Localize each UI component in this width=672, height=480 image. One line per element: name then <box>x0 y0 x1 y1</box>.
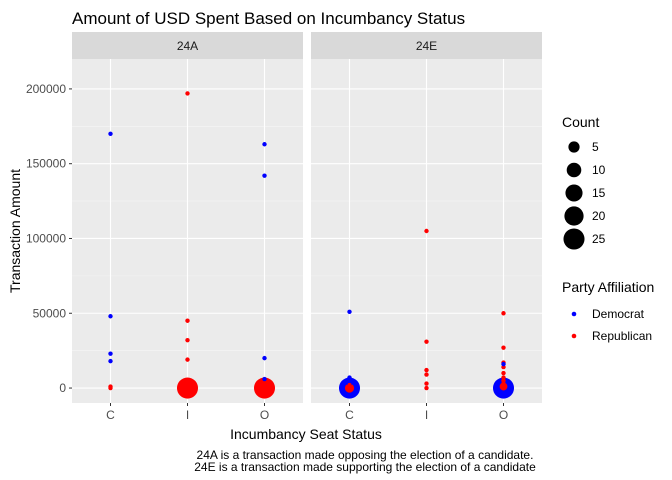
data-point-democrat <box>347 375 352 380</box>
legend-size-key <box>564 206 584 226</box>
facet-strip-label: 24E <box>416 39 437 53</box>
data-point-republican <box>501 311 506 316</box>
data-point-republican <box>185 91 190 96</box>
y-tick-label: 200000 <box>26 82 66 96</box>
data-point-democrat <box>262 173 267 178</box>
data-point-republican <box>176 377 199 399</box>
facet-strip <box>72 32 303 59</box>
legend-size-label: 15 <box>592 186 606 200</box>
data-point-republican <box>108 385 113 391</box>
x-axis-label: Incumbancy Seat Status <box>230 426 382 442</box>
data-point-republican <box>185 318 190 323</box>
legend-size-key <box>568 141 580 153</box>
x-tick-label: C <box>345 408 354 422</box>
y-tick-label: 150000 <box>26 157 66 171</box>
legend-color-key-republican <box>571 333 577 339</box>
x-tick-label: I <box>425 408 428 422</box>
data-point-democrat <box>108 358 113 364</box>
legend-size-label: 20 <box>592 209 606 223</box>
data-point-republican <box>501 345 506 350</box>
y-tick-label: 0 <box>59 381 66 395</box>
data-point-republican <box>424 372 429 377</box>
facet-panels: 24A C I O 24E C I O <box>72 32 542 422</box>
data-point-republican <box>501 370 506 376</box>
legend-size-label: 25 <box>592 232 606 246</box>
facet-panel-24e: 24E C I O <box>311 32 542 422</box>
data-point-republican <box>501 381 506 386</box>
data-point-republican <box>424 339 429 344</box>
legend-size-key <box>563 228 585 250</box>
data-point-republican <box>185 357 190 362</box>
data-point-republican <box>344 383 355 393</box>
data-point-democrat <box>501 361 506 367</box>
legend-size-key <box>566 162 582 178</box>
caption-line-2: 24E is a transaction made supporting the… <box>194 460 536 474</box>
y-tick-label: 50000 <box>33 306 67 320</box>
data-point-democrat <box>262 142 267 147</box>
data-point-democrat <box>262 355 267 361</box>
data-point-democrat <box>347 309 352 314</box>
data-point-democrat <box>108 131 113 136</box>
x-tick-label: C <box>106 408 115 422</box>
legend-color-label: Republican <box>592 329 652 343</box>
data-point-republican <box>185 337 190 343</box>
data-point-democrat <box>108 351 113 356</box>
legend-size-title: Count <box>562 114 599 130</box>
caption: 24A is a transaction made opposing the e… <box>194 448 536 474</box>
facet-panel-24a: 24A C I O <box>72 32 303 422</box>
caption-line-1: 24A is a transaction made opposing the e… <box>197 448 534 462</box>
x-tick-label: O <box>499 408 508 422</box>
legend-color-key-democrat <box>571 311 577 317</box>
y-tick-label: 100000 <box>26 231 66 245</box>
data-point-democrat <box>345 378 354 386</box>
legend-size-label: 10 <box>592 163 606 177</box>
legend-size-key <box>565 184 583 202</box>
x-tick-label: I <box>186 408 189 422</box>
data-point-republican <box>424 367 429 373</box>
data-point-democrat <box>108 314 113 319</box>
data-point-republican <box>347 382 352 388</box>
legend-color-label: Democrat <box>592 307 645 321</box>
chart-title: Amount of USD Spent Based on Incumbancy … <box>72 9 465 28</box>
y-axis-label: Transaction Amount <box>7 169 23 293</box>
legend: Count 5 10 15 20 25 Party Affiliation Democrat R… <box>562 114 654 343</box>
data-point-democrat <box>262 376 267 382</box>
facet-strip-label: 24A <box>177 39 198 53</box>
facet-strip <box>311 32 542 59</box>
data-point-republican <box>253 377 276 399</box>
y-axis: 0 50000 100000 150000 200000 <box>26 82 72 395</box>
data-point-republican <box>424 381 429 386</box>
legend-size-label: 5 <box>592 140 599 154</box>
x-tick-label: O <box>260 408 269 422</box>
data-point-republican <box>424 385 429 391</box>
data-point-republican <box>260 378 269 386</box>
legend-color-title: Party Affiliation <box>562 279 654 295</box>
data-point-republican <box>499 382 508 391</box>
data-point-republican <box>424 228 429 234</box>
